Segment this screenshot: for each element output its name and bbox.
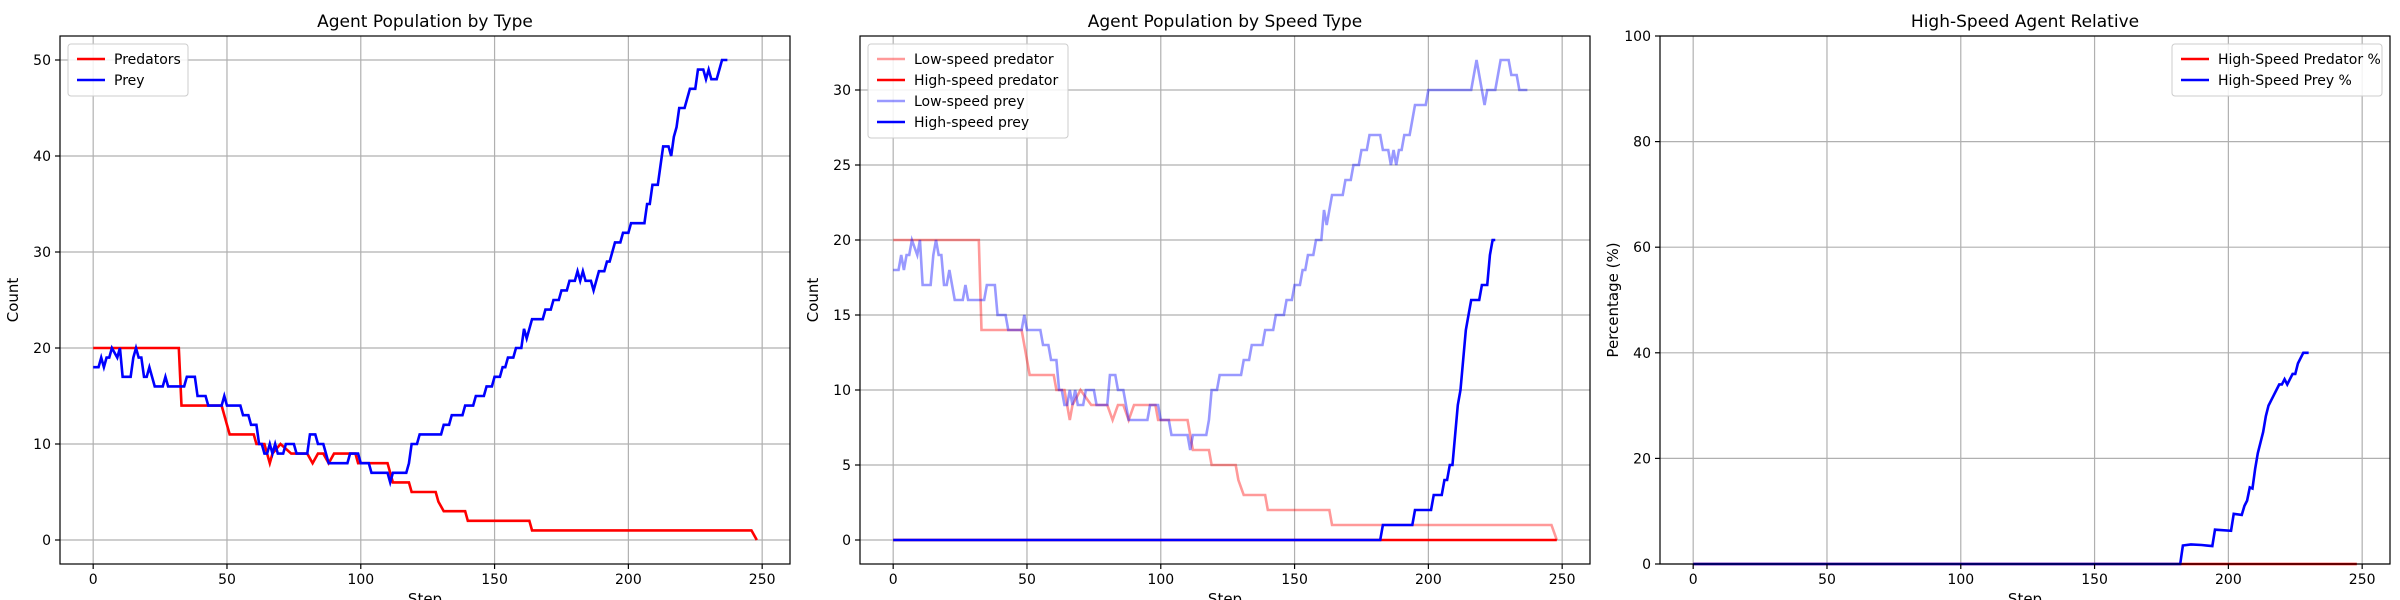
legend-label: Predators bbox=[114, 52, 181, 68]
x-tick-label: 150 bbox=[1281, 572, 1308, 588]
legend: Low-speed predator High-speed predator Low… bbox=[867, 43, 1069, 139]
x-tick-label: 0 bbox=[1689, 572, 1698, 588]
y-tick-label: 40 bbox=[1633, 346, 1651, 362]
chart-title: High-Speed Agent Relative bbox=[1911, 12, 2139, 32]
x-tick-label: 50 bbox=[1818, 572, 1836, 588]
legend-box bbox=[2171, 43, 2383, 97]
chart-title: Agent Population by Speed Type bbox=[1088, 12, 1362, 32]
x-tick-label: 200 bbox=[615, 572, 642, 588]
y-tick-label: 20 bbox=[833, 233, 851, 249]
legend-label: Low-speed predator bbox=[914, 52, 1054, 68]
y-axis-label: Count bbox=[804, 278, 822, 323]
series-line-prey bbox=[93, 58, 728, 488]
chart-1: 0 50 100 150 200 250 0 10 20 30 40 50 Agent Populati… bbox=[4, 12, 791, 600]
y-tick-label: 20 bbox=[1633, 451, 1651, 467]
y-tick-label: 5 bbox=[842, 458, 851, 474]
legend: Predators Prey bbox=[67, 43, 189, 97]
legend-box bbox=[867, 43, 1069, 139]
y-tick-label: 60 bbox=[1633, 240, 1651, 256]
y-tick-label: 0 bbox=[842, 533, 851, 549]
x-tick-label: 150 bbox=[2081, 572, 2108, 588]
plot-frame bbox=[1659, 35, 2391, 565]
legend-label: High-speed predator bbox=[914, 73, 1058, 89]
chart-3: 0 50 100 150 200 250 0 20 40 60 80 100 High-Speed Ag… bbox=[1604, 12, 2391, 600]
x-tick-label: 50 bbox=[218, 572, 236, 588]
x-tick-label: 200 bbox=[2215, 572, 2242, 588]
y-tick-label: 25 bbox=[833, 158, 851, 174]
x-tick-label: 0 bbox=[889, 572, 898, 588]
legend-label: High-speed prey bbox=[914, 115, 1029, 131]
legend-label: Prey bbox=[114, 73, 145, 89]
y-axis-label: Count bbox=[4, 278, 22, 323]
y-tick-label: 100 bbox=[1624, 29, 1651, 45]
chart-2: 0 50 100 150 200 250 0 5 10 15 20 25 30 Agent Populat… bbox=[804, 12, 1591, 600]
y-tick-label: 50 bbox=[33, 53, 51, 69]
x-tick-label: 100 bbox=[1947, 572, 1974, 588]
x-tick-label: 250 bbox=[2349, 572, 2376, 588]
series-line-high-speed-prey bbox=[1693, 351, 2309, 566]
series-line-high-speed-prey bbox=[893, 238, 1496, 542]
x-tick-label: 250 bbox=[749, 572, 776, 588]
y-tick-label: 40 bbox=[33, 149, 51, 165]
chart-title: Agent Population by Type bbox=[317, 12, 533, 32]
x-tick-label: 0 bbox=[89, 572, 98, 588]
legend-label: Low-speed prey bbox=[914, 94, 1025, 110]
y-tick-label: 0 bbox=[1642, 557, 1651, 573]
x-tick-label: 50 bbox=[1018, 572, 1036, 588]
y-tick-label: 30 bbox=[833, 83, 851, 99]
x-tick-label: 200 bbox=[1415, 572, 1442, 588]
legend-box bbox=[67, 43, 189, 97]
y-tick-label: 30 bbox=[33, 245, 51, 261]
series-line-low-speed-predator bbox=[893, 238, 1559, 541]
x-tick-label: 150 bbox=[481, 572, 508, 588]
x-axis-label: Step bbox=[408, 590, 442, 600]
plot-frame bbox=[859, 35, 1591, 565]
y-tick-label: 20 bbox=[33, 341, 51, 357]
y-tick-label: 0 bbox=[42, 533, 51, 549]
legend-label: High-Speed Prey % bbox=[2218, 73, 2352, 89]
y-tick-label: 10 bbox=[833, 383, 851, 399]
x-tick-label: 100 bbox=[1147, 572, 1174, 588]
y-tick-label: 80 bbox=[1633, 135, 1651, 151]
legend-label: High-Speed Predator % bbox=[2218, 52, 2381, 68]
plot-frame bbox=[59, 35, 791, 565]
legend: High-Speed Predator % High-Speed Prey % bbox=[2171, 43, 2383, 97]
series-line-low-speed-prey bbox=[893, 58, 1528, 451]
x-tick-label: 100 bbox=[347, 572, 374, 588]
x-axis-label: Step bbox=[1208, 590, 1242, 600]
x-axis-label: Step bbox=[2008, 590, 2042, 600]
x-tick-label: 250 bbox=[1549, 572, 1576, 588]
y-tick-label: 15 bbox=[833, 308, 851, 324]
y-tick-label: 10 bbox=[33, 437, 51, 453]
y-axis-label: Percentage (%) bbox=[1604, 242, 1622, 357]
